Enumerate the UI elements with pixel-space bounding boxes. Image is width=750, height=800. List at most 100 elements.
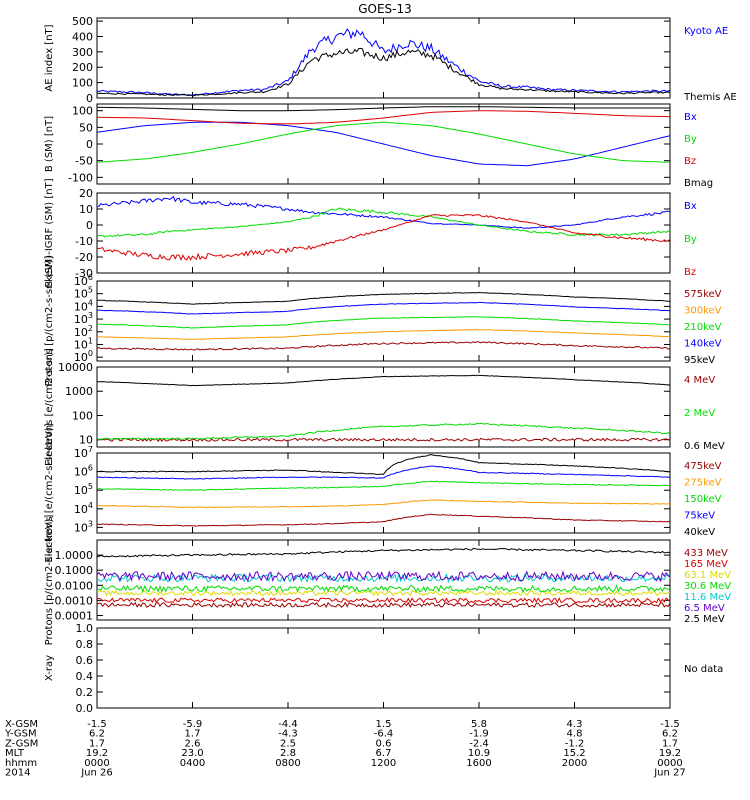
y-tick-label: 0.0 <box>76 702 94 715</box>
y-tick-label: -100 <box>68 171 93 184</box>
y-tick-label: 1.0000 <box>55 549 94 562</box>
legend-300kev: 300keV <box>684 306 722 317</box>
y-tick-label: 103 <box>74 519 93 534</box>
series-line-275kev <box>97 499 670 509</box>
legend-0-6-mev: 0.6 MeV <box>684 441 725 452</box>
y-tick-label: 1000 <box>65 385 93 398</box>
series-line-150kev <box>97 480 670 491</box>
series-group <box>97 291 670 351</box>
legend-75kev: 75keV <box>684 511 715 522</box>
legend-210kev: 210keV <box>684 322 722 333</box>
y-tick-label: 10 <box>79 203 93 216</box>
axis-row-z-gsm: Z-GSM 1.7 2.6 2.5 0.6 -2.4 -1.2 1.7 <box>5 738 678 749</box>
series-group <box>97 547 670 609</box>
series-line-30-6-mev <box>97 584 670 593</box>
series-group <box>97 454 670 527</box>
series-line-0-6-mev <box>97 374 670 387</box>
y-tick-label: 107 <box>74 445 93 460</box>
y-tick-label: 500 <box>72 15 93 28</box>
legend-bz: Bz <box>684 267 696 278</box>
axis-row-value: Jun 26 <box>80 768 113 779</box>
legend-by: By <box>684 134 697 145</box>
y-tick-label: 0.0100 <box>55 579 94 592</box>
y-tick-label: 105 <box>74 482 93 497</box>
panel-frame <box>96 366 671 448</box>
axis-row-value: 1200 <box>371 758 396 769</box>
y-tick-label: 0 <box>86 138 93 151</box>
axis-row-value: 19.2 <box>86 748 108 759</box>
legend-95kev: 95keV <box>684 355 715 366</box>
legend-kyoto-ae: Kyoto AE <box>684 26 728 37</box>
axis-row-label: Y-GSM <box>4 729 37 740</box>
axis-row-value: 0000 <box>657 758 682 769</box>
y-tick-label: 101 <box>74 336 93 351</box>
axis-row-value: 6.2 <box>662 729 678 740</box>
axis-row-value: 1.7 <box>89 738 105 749</box>
series-line-by <box>97 121 670 163</box>
panel-xray: 0.0 0.2 0.4 0.6 0.8 1.0 X-ray No data <box>44 622 723 715</box>
series-line-kyoto-ae <box>97 28 670 96</box>
y-tick-label: -20 <box>75 251 93 264</box>
y-tick-label: 0.0010 <box>55 594 94 607</box>
axis-row-value: -6.4 <box>374 729 394 740</box>
axis-row-value: -2.4 <box>469 738 489 749</box>
axis-row-value: 2.5 <box>280 738 296 749</box>
series-line-bz <box>97 110 670 125</box>
series-line-95kev <box>97 291 670 305</box>
legend-2-mev: 2 MeV <box>684 408 715 419</box>
y-tick-label: 300 <box>72 46 93 59</box>
series-line-bz <box>97 213 670 261</box>
axis-row-x-gsm: X-GSM -1.5 -5.9 -4.4 1.5 5.8 4.3 -1.5 <box>5 719 680 730</box>
series-line-165-mev <box>97 597 670 604</box>
legend-bmag: Bmag <box>684 178 713 189</box>
axis-row-value: -4.3 <box>278 729 298 740</box>
series-line-40kev <box>97 454 670 476</box>
y-tick-label: 106 <box>74 464 93 479</box>
axis-row-y-gsm: Y-GSM 6.2 1.7 -4.3 -6.4 -1.9 4.8 6.2 <box>4 729 678 740</box>
y-axis-label: B (SM) [nT] <box>44 116 55 172</box>
panel-frame <box>96 17 671 99</box>
axis-row-value: 0400 <box>180 758 205 769</box>
legend-4-mev: 4 MeV <box>684 375 715 386</box>
axis-row-value: 5.8 <box>471 719 487 730</box>
y-axis-label: Protons [p/(cm2-s-sr-keV)] <box>44 256 55 387</box>
axis-row-value: 1.7 <box>662 738 678 749</box>
y-tick-label: 1.0 <box>76 622 94 635</box>
no-data-note: No data <box>684 664 723 675</box>
axis-row-2014: 2014 Jun 26 Jun 27 <box>5 768 686 779</box>
series-line-475kev <box>97 513 670 527</box>
axis-row-value: 1.7 <box>185 729 201 740</box>
series-line-2-mev <box>97 422 670 440</box>
axis-row-mlt: MLT 19.2 23.0 2.8 6.7 10.9 15.2 19.2 <box>5 748 681 759</box>
series-group <box>97 28 670 97</box>
series-line-6-5-mev <box>97 569 670 583</box>
y-tick-label: 50 <box>79 121 93 134</box>
series-line-575kev <box>97 340 670 351</box>
y-tick-label: 104 <box>74 501 93 516</box>
series-line-63-1-mev <box>97 589 670 597</box>
axis-row-value: 2.6 <box>185 738 201 749</box>
axis-row-value: -4.4 <box>278 719 298 730</box>
series-line-bmag <box>97 106 670 112</box>
legend-165-mev: 165 MeV <box>684 559 728 570</box>
series-line-4-mev <box>97 437 670 442</box>
axis-row-value: 0000 <box>84 758 109 769</box>
y-axis-label: Electrons [e/(cm2-s-sr-keV)] <box>44 423 55 562</box>
y-tick-label: 0.8 <box>76 638 94 651</box>
axis-row-label: MLT <box>5 748 25 759</box>
y-tick-label: 0.6 <box>76 654 94 667</box>
axis-row-value: 0800 <box>275 758 300 769</box>
series-line-2-5-mev <box>97 547 670 558</box>
legend-433-mev: 433 MeV <box>684 548 728 559</box>
y-tick-label: 10 <box>79 434 93 447</box>
series-line-bx <box>97 195 670 229</box>
axis-row-value: 23.0 <box>181 748 203 759</box>
y-tick-label: 20 <box>79 187 93 200</box>
axis-row-value: 6.7 <box>376 748 392 759</box>
series-line-bx <box>97 121 670 167</box>
series-group <box>97 106 670 167</box>
axis-row-value: 1600 <box>466 758 491 769</box>
y-tick-label: 0 <box>86 219 93 232</box>
